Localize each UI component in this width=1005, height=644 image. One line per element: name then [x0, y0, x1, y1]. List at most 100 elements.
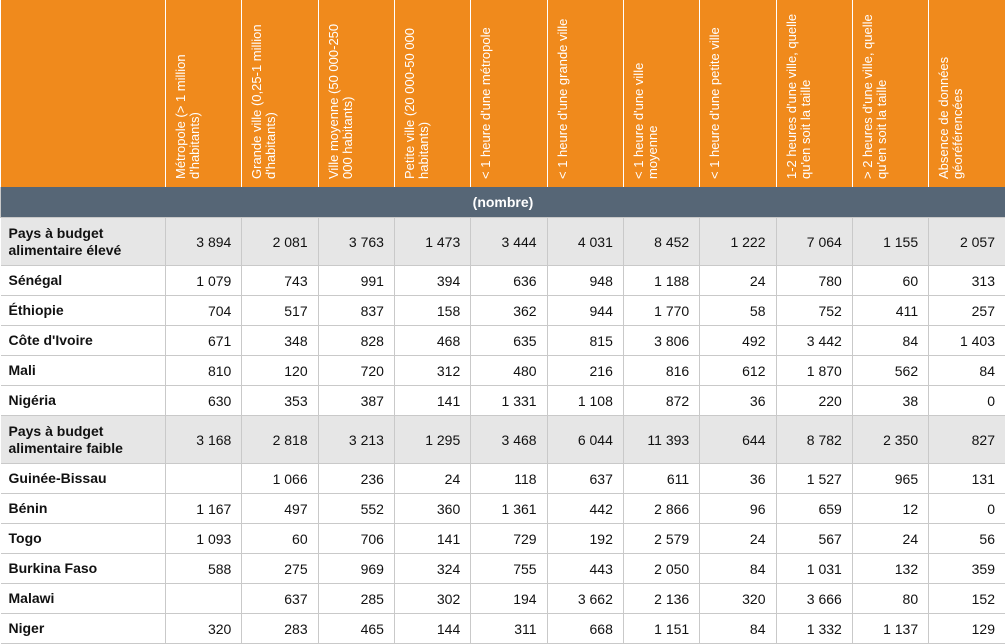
- value-cell: 141: [393, 523, 471, 554]
- column-header: < 1 heure d'une métropole: [470, 0, 548, 187]
- country-row: Sénégal 1 079 743 991 394 636 948 1 188 24 780 60 3…: [0, 265, 1005, 296]
- value-cell: [164, 583, 242, 614]
- value-cell: 131: [928, 463, 1005, 494]
- value-cell: 3 213: [317, 415, 395, 464]
- value-cell: 8 782: [775, 415, 853, 464]
- value-cell: 38: [851, 385, 929, 416]
- row-label: Nigéria: [0, 385, 166, 416]
- value-cell: 3 662: [546, 583, 624, 614]
- column-header: Métropole (> 1 million d'habitants): [164, 0, 242, 187]
- value-cell: 837: [317, 295, 395, 326]
- value-cell: 8 452: [622, 217, 700, 266]
- value-cell: 1 403: [928, 325, 1005, 356]
- value-cell: 387: [317, 385, 395, 416]
- value-cell: 442: [546, 493, 624, 524]
- value-cell: 1 167: [164, 493, 242, 524]
- value-cell: 129: [928, 613, 1005, 644]
- value-cell: 58: [699, 295, 776, 326]
- country-row: Mali 810 120 720 312 480 216 816 612 1 870 562 84: [0, 355, 1005, 386]
- value-cell: 671: [164, 325, 242, 356]
- value-cell: 120: [241, 355, 319, 386]
- country-row: Niger 320 283 465 144 311 668 1 151 84 1 332 1 137…: [0, 613, 1005, 644]
- value-cell: 1 527: [775, 463, 853, 494]
- value-cell: 635: [470, 325, 548, 356]
- value-cell: 1 870: [775, 355, 853, 386]
- column-header: < 1 heure d'une grande ville: [546, 0, 624, 187]
- value-cell: 6 044: [546, 415, 624, 464]
- column-header: > 2 heures d'une ville, quelle qu'en soi…: [851, 0, 929, 187]
- column-header-text: < 1 heure d'une ville moyenne: [630, 62, 660, 179]
- value-cell: 517: [241, 295, 319, 326]
- column-header-text: Ville moyenne (50 000-250 000 habitants): [325, 23, 355, 179]
- value-cell: 644: [699, 415, 776, 464]
- unit-label: (nombre): [0, 187, 1005, 218]
- row-label: Malawi: [0, 583, 166, 614]
- row-label: Sénégal: [0, 265, 166, 296]
- value-cell: 1 137: [851, 613, 929, 644]
- value-cell: 1 188: [622, 265, 700, 296]
- value-cell: 24: [393, 463, 471, 494]
- value-cell: 612: [699, 355, 776, 386]
- value-cell: 84: [928, 355, 1005, 386]
- value-cell: 465: [317, 613, 395, 644]
- country-row: Nigéria 630 353 387 141 1 331 1 108 872 36 220 38 0: [0, 385, 1005, 416]
- row-label: Togo: [0, 523, 166, 554]
- value-cell: 11 393: [622, 415, 700, 464]
- value-cell: 324: [393, 553, 471, 584]
- value-cell: 359: [928, 553, 1005, 584]
- value-cell: 944: [546, 295, 624, 326]
- value-cell: 2 057: [928, 217, 1005, 266]
- value-cell: 158: [393, 295, 471, 326]
- corner-cell: [0, 0, 166, 187]
- column-header-text: > 2 heures d'une ville, quelle qu'en soi…: [859, 14, 889, 179]
- header-row: Métropole (> 1 million d'habitants) Grand…: [0, 0, 1005, 187]
- value-cell: 4 031: [546, 217, 624, 266]
- value-cell: 991: [317, 265, 395, 296]
- value-cell: 12: [851, 493, 929, 524]
- value-cell: 24: [851, 523, 929, 554]
- column-header-text: Petite ville (20 000-50 000 habitants): [401, 27, 431, 179]
- value-cell: 84: [699, 613, 776, 644]
- value-cell: 1 093: [164, 523, 242, 554]
- value-cell: 755: [470, 553, 548, 584]
- value-cell: 3 468: [470, 415, 548, 464]
- value-cell: 3 442: [775, 325, 853, 356]
- country-row: Malawi 637 285 302 194 3 662 2 136 320 3 666 80 15…: [0, 583, 1005, 614]
- row-label: Mali: [0, 355, 166, 386]
- value-cell: 636: [470, 265, 548, 296]
- value-cell: 1 066: [241, 463, 319, 494]
- row-label: Éthiopie: [0, 295, 166, 326]
- value-cell: 443: [546, 553, 624, 584]
- value-cell: 1 151: [622, 613, 700, 644]
- column-header-text: 1-2 heures d'une ville, quelle qu'en soi…: [783, 13, 813, 179]
- country-row: Éthiopie 704 517 837 158 362 944 1 770 58 752 411 2…: [0, 295, 1005, 326]
- value-cell: 360: [393, 493, 471, 524]
- value-cell: 965: [851, 463, 929, 494]
- value-cell: 630: [164, 385, 242, 416]
- row-label: Bénin: [0, 493, 166, 524]
- value-cell: 611: [622, 463, 700, 494]
- value-cell: 353: [241, 385, 319, 416]
- value-cell: 2 579: [622, 523, 700, 554]
- value-cell: 780: [775, 265, 853, 296]
- value-cell: 96: [699, 493, 776, 524]
- value-cell: 394: [393, 265, 471, 296]
- value-cell: 24: [699, 523, 776, 554]
- value-cell: 194: [470, 583, 548, 614]
- value-cell: 562: [851, 355, 929, 386]
- value-cell: 729: [470, 523, 548, 554]
- value-cell: [164, 463, 242, 494]
- row-label: Niger: [0, 613, 166, 644]
- value-cell: 7 064: [775, 217, 853, 266]
- row-label: Pays à budget alimentaire élevé: [0, 217, 166, 266]
- country-row: Togo 1 093 60 706 141 729 192 2 579 24 567 24 56: [0, 523, 1005, 554]
- value-cell: 668: [546, 613, 624, 644]
- column-header-text: Métropole (> 1 million d'habitants): [173, 54, 202, 179]
- value-cell: 56: [928, 523, 1005, 554]
- value-cell: 2 050: [622, 553, 700, 584]
- value-cell: 872: [622, 385, 700, 416]
- column-header-text: Absence de données géoréférencées: [936, 56, 966, 179]
- value-cell: 2 818: [241, 415, 319, 464]
- value-cell: 1 079: [164, 265, 242, 296]
- value-cell: 313: [928, 265, 1005, 296]
